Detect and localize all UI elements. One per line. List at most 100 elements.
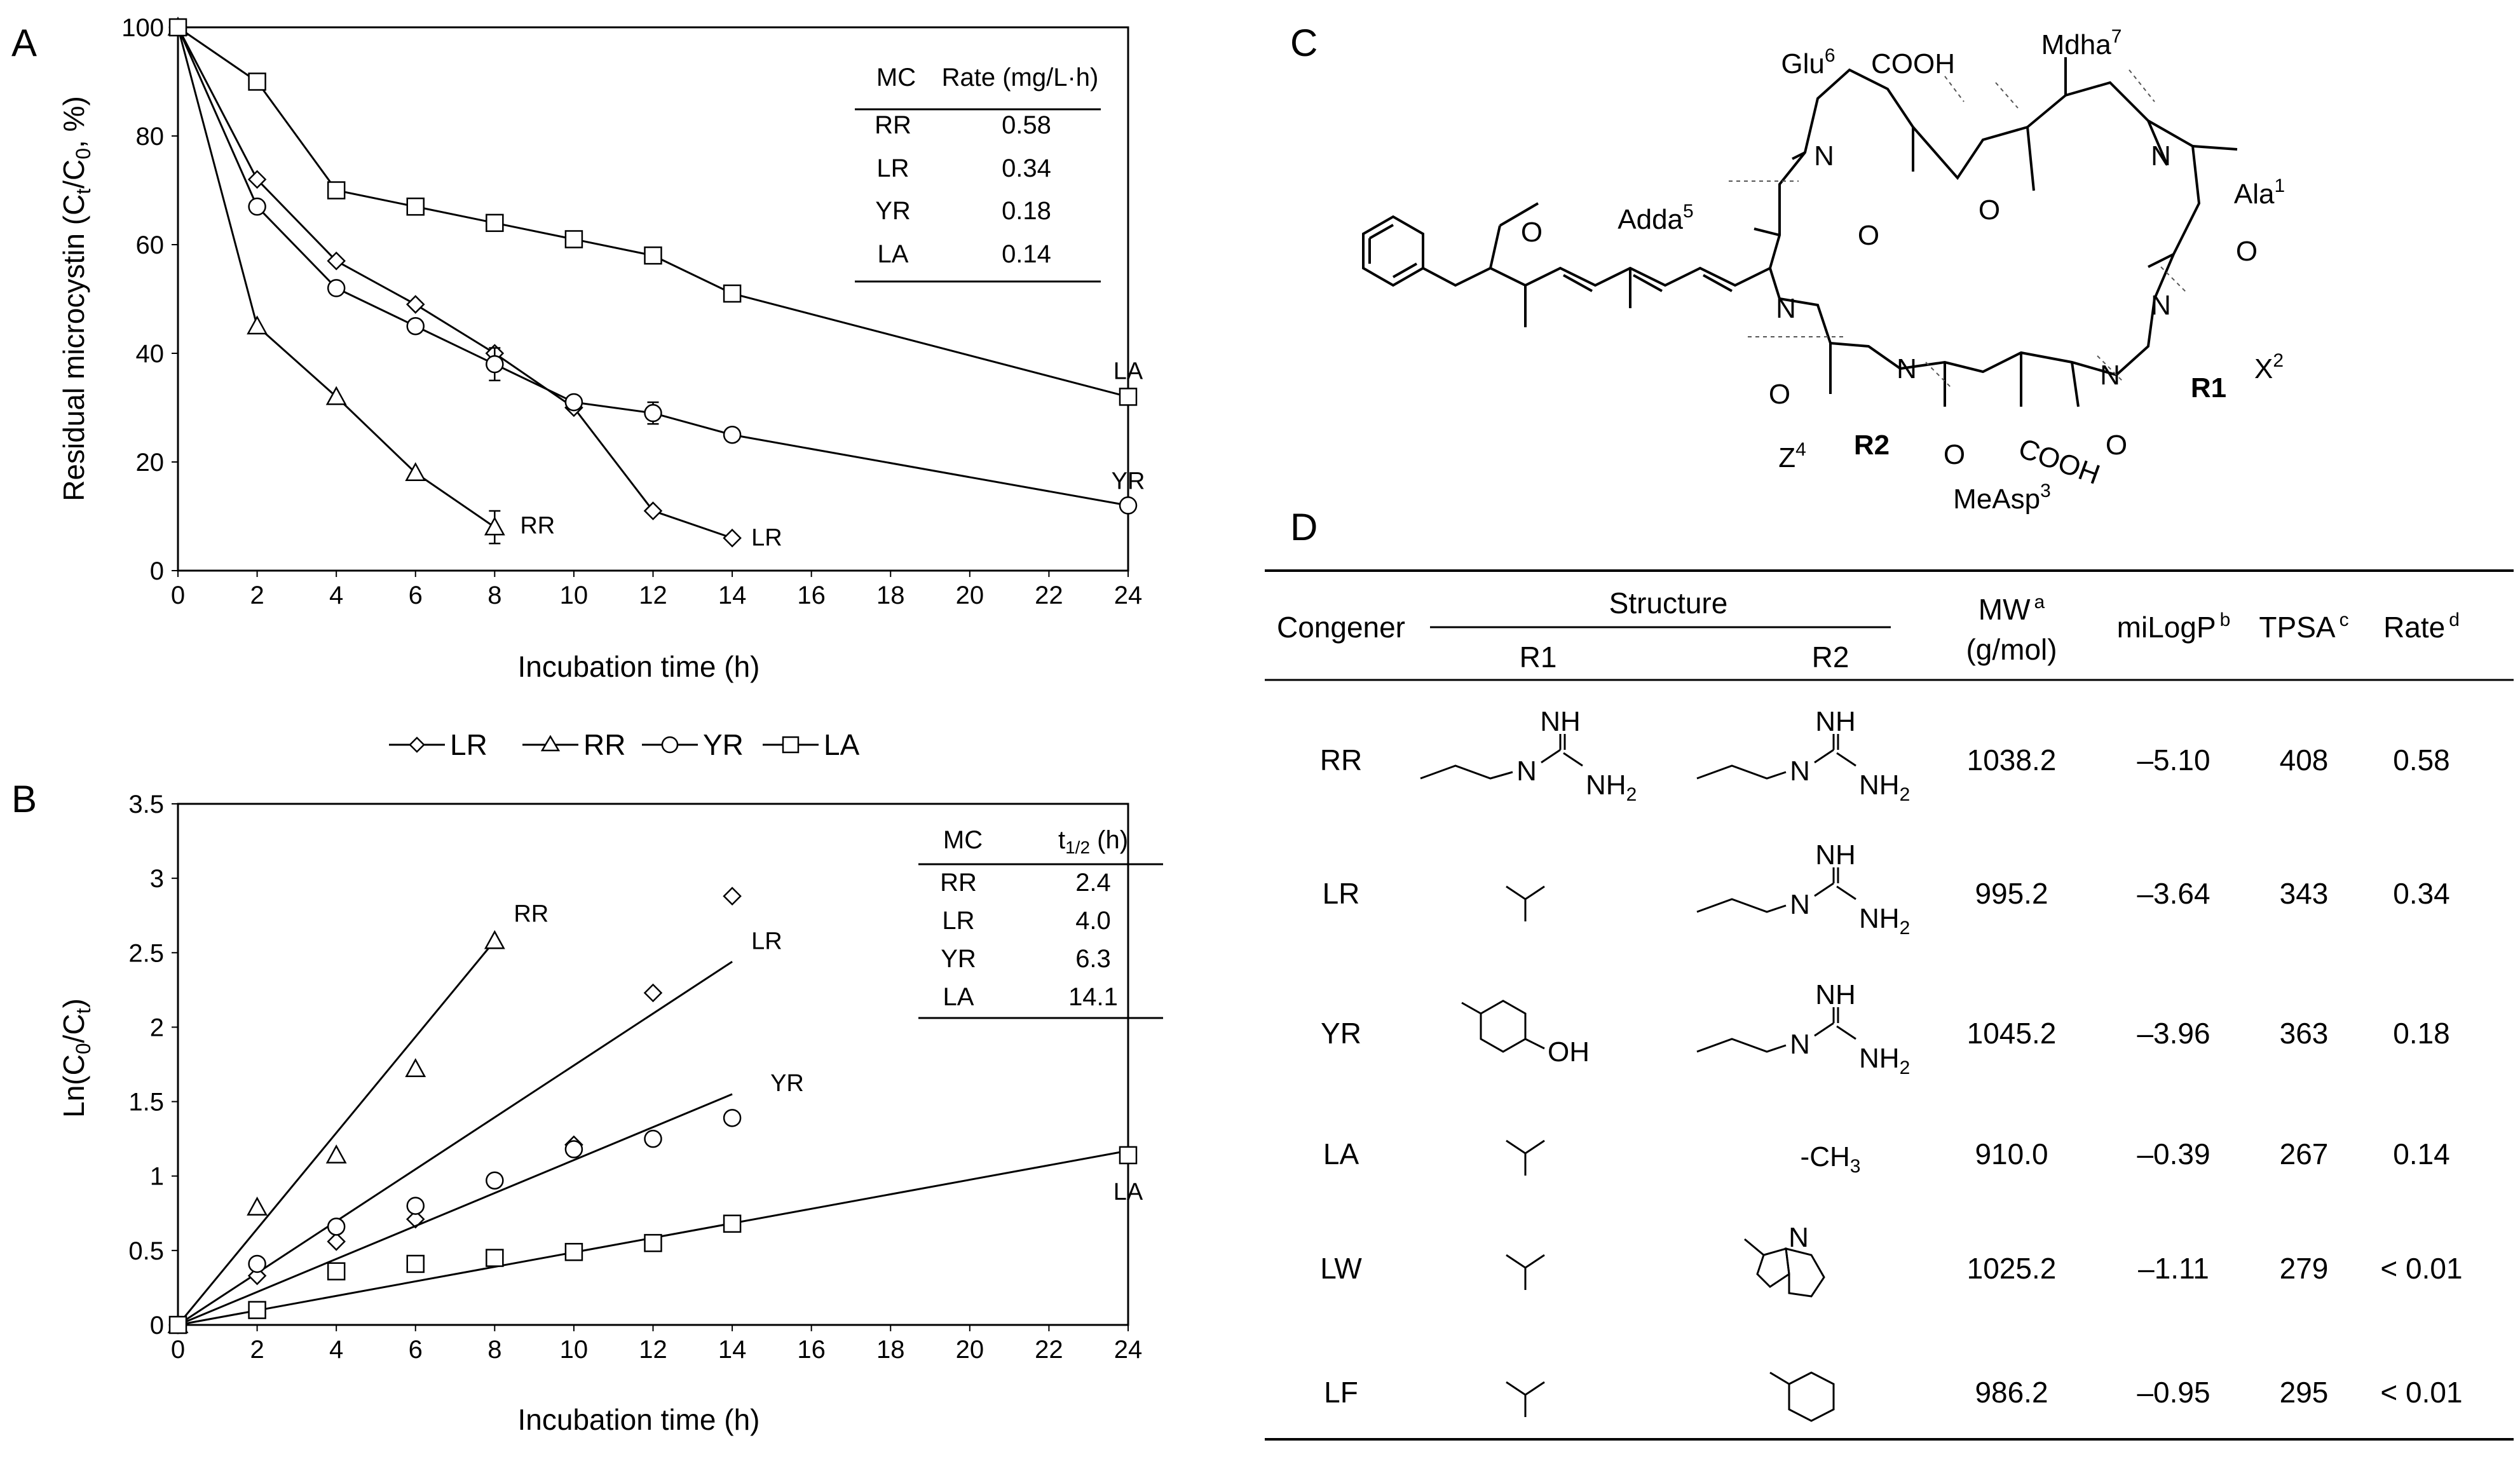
inset-b-cell: 4.0	[1075, 907, 1111, 935]
data-point-yr	[723, 426, 742, 444]
label-ala: Ala1	[2234, 175, 2285, 210]
phenol-ring-icon	[1480, 1000, 1527, 1053]
inset-a-cell: 0.34	[1002, 154, 1051, 182]
chem-n: N	[1516, 756, 1537, 787]
data-point-yr	[327, 279, 346, 297]
data-point-rr	[484, 516, 505, 536]
data-point-la	[644, 246, 662, 265]
chart-a-inset-table: MC Rate (mg/L·h) RR 0.58 LR 0.34 YR 0.18…	[855, 64, 1101, 283]
table-cell-tpsa: 343	[2280, 877, 2329, 910]
data-point-rr	[247, 1197, 268, 1216]
inset-a-cell: 0.18	[1002, 197, 1051, 225]
data-point-lr	[405, 295, 425, 314]
data-point-yr	[644, 1129, 662, 1148]
chem-nh2: NH2	[1586, 770, 1637, 805]
atom-n: N	[1814, 140, 1834, 172]
label-mdha: Mdha7	[2041, 26, 2122, 60]
inset-b-cell: YR	[941, 945, 976, 973]
chem-nh2: NH2	[1859, 903, 1910, 939]
inset-a-cell: 0.14	[1002, 240, 1051, 268]
chem-nh2: NH2	[1859, 770, 1910, 805]
atom-o: O	[2106, 430, 2127, 461]
data-point-la	[327, 181, 346, 200]
data-point-lr	[723, 886, 742, 906]
inset-a-cell: LA	[878, 240, 909, 268]
data-point-la	[168, 1315, 187, 1334]
chart-a-ylabel: Residual microcystin (Ct/C0, %)	[57, 96, 95, 501]
chem-nh: NH	[1815, 979, 1856, 1010]
data-point-lr	[405, 1209, 425, 1229]
table-cell-milogp: –5.10	[2137, 743, 2210, 777]
label-measp: MeAsp3	[1953, 480, 2051, 515]
data-point-lr	[327, 251, 346, 271]
atom-n: N	[2100, 360, 2120, 391]
table-cell-milogp: –3.64	[2137, 877, 2210, 910]
series-label-rr: RR	[514, 901, 548, 928]
data-point-la	[723, 1214, 742, 1233]
x-tick-label: 16	[797, 581, 826, 609]
table-cell-rate: < 0.01	[2380, 1376, 2462, 1409]
series-line-yr	[177, 27, 1129, 506]
data-point-yr	[486, 1171, 504, 1190]
atom-n: N	[1897, 353, 1917, 384]
header-rate: Rate d	[2383, 609, 2460, 644]
table-cell-rate: 0.58	[2393, 743, 2450, 777]
data-point-lr	[643, 983, 663, 1003]
header-milogp: miLogP b	[2117, 609, 2231, 644]
x-tick-label: 18	[876, 1336, 905, 1364]
atom-n: N	[2151, 140, 2171, 172]
data-point-lr	[327, 1232, 346, 1251]
table-cell-mw: 995.2	[1975, 877, 2048, 910]
series-label-lr: LR	[751, 525, 782, 552]
x-tick-label: 20	[956, 581, 984, 609]
data-point-la	[248, 1301, 266, 1319]
chart-b-xlabel: Incubation time (h)	[518, 1403, 760, 1436]
arginine-chain-icon	[1696, 898, 1787, 913]
fit-line-lr	[177, 961, 733, 1326]
y-tick-label: 20	[136, 449, 165, 477]
y-tick-label: 60	[136, 231, 165, 259]
header-structure: Structure	[1609, 587, 1728, 620]
label-glu: Glu6	[1781, 45, 1835, 79]
inset-a-cell: YR	[875, 197, 911, 225]
isopropyl-icon	[1506, 1381, 1545, 1417]
label-cooh-bottom: COOH	[2015, 433, 2104, 491]
chart-a: 0 2 4 6 8 10 12 14 16 18 20 22 24020406080100LRRRYRL…	[121, 14, 1145, 609]
data-point-la	[723, 284, 742, 303]
data-point-la	[406, 197, 425, 216]
arginine-chain-icon	[1696, 1038, 1787, 1053]
data-point-rr	[405, 462, 426, 482]
table-d-rows: RR 1038.2 –5.10 408 0.58 LR 995.2 –3.64 343 0.34 Y…	[1320, 743, 2463, 1409]
chem-ch3: -CH3	[1801, 1141, 1861, 1177]
table-cell-congener: LW	[1320, 1252, 1362, 1285]
data-point-la	[1119, 1146, 1138, 1165]
y-tick-label: 0.5	[128, 1237, 164, 1265]
chem-nh: NH	[1815, 839, 1856, 871]
label-cooh-top: COOH	[1871, 48, 1955, 79]
x-tick-label: 12	[639, 1336, 667, 1364]
data-point-la	[564, 230, 583, 248]
data-point-la	[406, 1254, 425, 1273]
inset-b-cell: RR	[940, 869, 977, 897]
chem-nh: NH	[1540, 706, 1581, 737]
x-tick-label: 10	[560, 1336, 589, 1364]
chart-b-inset-table: MC t1/2 (h) RR 2.4 LR 4.0 YR 6.3 LA 14.1	[918, 826, 1163, 1019]
chart-legend: LR RR YR LA	[389, 728, 860, 761]
arginine-chain-icon	[1420, 764, 1513, 780]
table-cell-tpsa: 267	[2280, 1137, 2329, 1171]
x-tick-label: 2	[250, 581, 264, 609]
x-tick-label: 18	[876, 581, 905, 609]
data-point-rr	[325, 1144, 347, 1164]
label-adda: Adda5	[1618, 201, 1693, 235]
header-mw: MW a	[1979, 592, 2045, 626]
panel-label-d: D	[1290, 506, 1318, 548]
legend-lr: LR	[450, 728, 487, 761]
table-cell-milogp: –0.39	[2137, 1137, 2210, 1171]
x-tick-label: 8	[487, 581, 501, 609]
x-tick-label: 14	[718, 1336, 747, 1364]
chem-n: N	[1788, 1222, 1809, 1253]
header-r2: R2	[1812, 641, 1849, 674]
x-tick-label: 12	[639, 581, 667, 609]
inset-b-cell: LR	[942, 907, 974, 935]
inset-a-header-rate: Rate (mg/L·h)	[942, 64, 1099, 92]
